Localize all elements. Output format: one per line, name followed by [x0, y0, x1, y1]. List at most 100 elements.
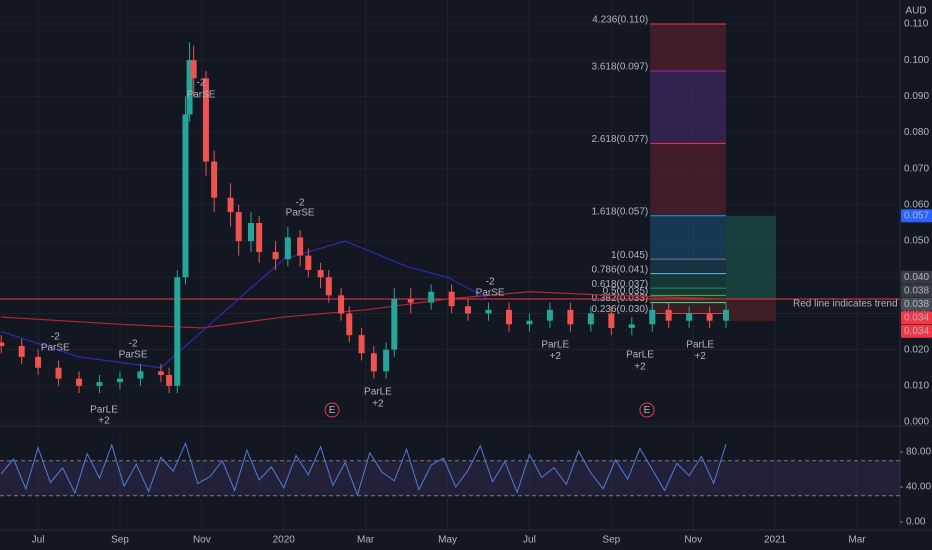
- candle-body: [186, 60, 193, 115]
- candle-body: [383, 349, 390, 372]
- price-tag-label: 0.034: [904, 326, 929, 337]
- x-tick-label: 2020: [273, 535, 296, 546]
- y-tick-label: 0.110: [904, 19, 929, 30]
- signal-label: ParLE: [90, 405, 118, 416]
- y-tick-label: 0.070: [904, 163, 929, 174]
- candle-body: [317, 270, 324, 278]
- candle-body: [137, 371, 144, 379]
- y-tick-label: 0.020: [904, 344, 929, 355]
- oscillator-tick-label: 0.00: [906, 517, 926, 528]
- candle-body: [55, 367, 62, 379]
- x-tick-label: Jul: [523, 535, 536, 546]
- oscillator-band: [0, 460, 900, 496]
- candle-body: [407, 298, 414, 303]
- signal-label: -2: [129, 338, 138, 349]
- price-tag: [901, 311, 932, 325]
- candle-body: [248, 223, 255, 242]
- position-box: [725, 215, 776, 299]
- earnings-label: E: [644, 405, 651, 416]
- price-tag: [901, 209, 932, 223]
- price-tag-label: 0.057: [904, 210, 929, 221]
- x-tick-label: May: [438, 535, 457, 546]
- candle-body: [485, 309, 492, 314]
- candle-body: [96, 382, 103, 386]
- candle-body: [346, 313, 353, 336]
- signal-label: ParLE: [686, 340, 714, 351]
- signal-label: +2: [694, 351, 706, 362]
- signal-label: ParSE: [41, 342, 70, 353]
- fib-label: 2.618(0.077): [592, 134, 649, 145]
- signal-label: ParLE: [364, 387, 392, 398]
- signal-label: ParSE: [476, 287, 505, 298]
- x-tick-label: Mar: [357, 535, 375, 546]
- candle-body: [116, 378, 123, 383]
- candle-body: [284, 237, 291, 260]
- y-tick-label: 0.060: [904, 200, 929, 211]
- candle-body: [391, 298, 398, 350]
- signal-label: -2: [51, 332, 60, 343]
- candle-body: [325, 277, 332, 296]
- earnings-marker: [639, 402, 655, 418]
- fib-label: 0.618(0.037): [592, 279, 649, 290]
- fib-zone: [650, 71, 726, 144]
- y-tick-label: 0.080: [904, 127, 929, 138]
- candle-body: [526, 320, 533, 325]
- price-tag-label: 0.038: [904, 285, 929, 296]
- fib-zone: [650, 273, 726, 289]
- y-tick-label: 0.010: [904, 380, 929, 391]
- candle-body: [305, 255, 312, 271]
- candle-body: [157, 371, 164, 375]
- earnings-label: E: [329, 405, 336, 416]
- candle-body: [665, 309, 672, 321]
- x-tick-label: Nov: [684, 535, 702, 546]
- candle-body: [722, 309, 729, 321]
- fib-label: 0.5(0.035): [603, 286, 649, 297]
- oscillator-line: [0, 441, 727, 497]
- fib-zone: [650, 24, 726, 72]
- price-tag: [901, 297, 932, 311]
- x-tick-label: Mar: [848, 535, 866, 546]
- trend-line-label: Red line indicates trend reve: [793, 299, 920, 310]
- price-tag: [901, 270, 932, 284]
- fib-zone: [650, 143, 726, 216]
- candle-body: [465, 306, 472, 314]
- fib-zone: [650, 215, 726, 260]
- signal-label: +2: [634, 362, 646, 373]
- candle-body: [297, 237, 304, 256]
- candle-body: [505, 309, 512, 325]
- price-tag: [901, 324, 932, 338]
- price-tag-label: 0.034: [904, 312, 929, 323]
- candle-body: [0, 342, 5, 347]
- fib-zone: [650, 259, 726, 274]
- position-box: [725, 298, 776, 321]
- candle-body: [182, 114, 189, 278]
- candle-body: [272, 251, 279, 260]
- candle-body: [235, 212, 242, 242]
- candle-body: [370, 353, 377, 372]
- signal-label: ParSE: [119, 350, 148, 361]
- moving-average: [1, 291, 726, 329]
- fib-label: 0.236(0.030): [592, 304, 649, 315]
- earnings-marker: [324, 402, 340, 418]
- candle-body: [628, 324, 635, 328]
- y-tick-label: 0.000: [904, 417, 929, 428]
- candle-body: [587, 313, 594, 325]
- candle-body: [358, 335, 365, 354]
- fib-label: 3.618(0.097): [592, 62, 649, 73]
- y-tick-label: 0.090: [904, 91, 929, 102]
- candle-body: [428, 291, 435, 303]
- fib-zone: [650, 302, 726, 314]
- signal-label: ParSE: [286, 208, 315, 219]
- fib-label: 1.618(0.057): [592, 206, 649, 217]
- candle-body: [649, 309, 656, 325]
- candle-body: [18, 346, 25, 357]
- candle-body: [76, 378, 83, 386]
- fib-label: 4.236(0.110): [592, 15, 648, 26]
- x-tick-label: Nov: [193, 535, 211, 546]
- candle-body: [546, 309, 553, 321]
- signal-label: ParLE: [541, 340, 569, 351]
- signal-label: ParSE: [187, 90, 216, 101]
- fib-zone: [650, 288, 726, 296]
